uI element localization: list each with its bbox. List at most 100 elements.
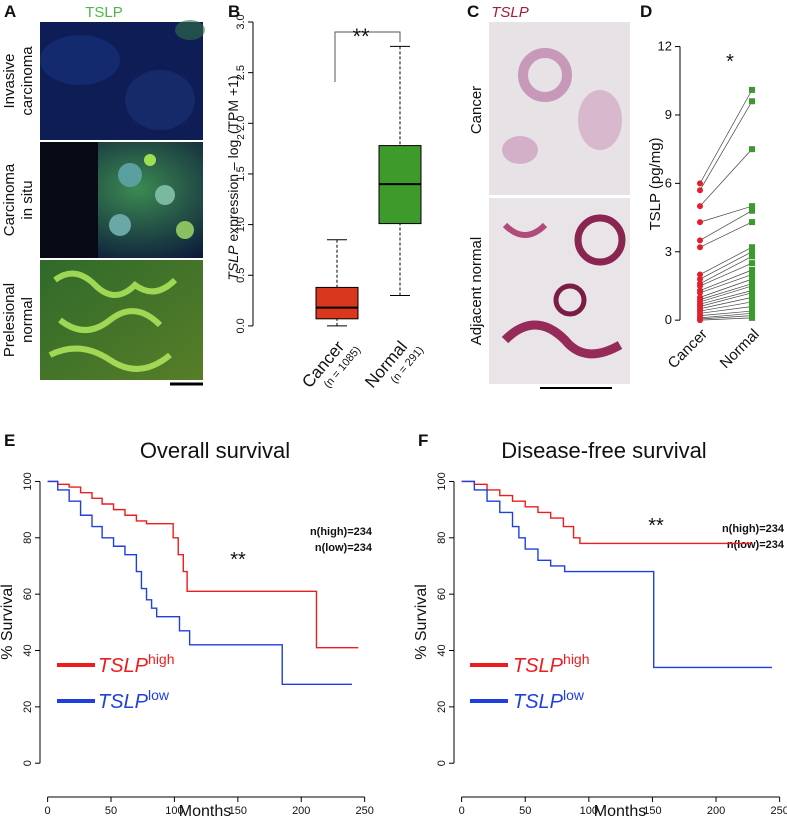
y-tick-label: 20	[436, 701, 448, 713]
annotation: *	[726, 51, 734, 73]
pair-line	[699, 89, 753, 184]
y-tick-label: 1.5	[235, 166, 247, 181]
pair-line	[699, 274, 753, 294]
pair-line	[699, 297, 753, 310]
y-axis-label: % Survival	[413, 584, 430, 660]
pair-line	[699, 306, 753, 314]
legend-label: TSLPlow	[513, 687, 585, 713]
y-axis-label: TSLP expression – log2(TPM +1)	[225, 75, 247, 280]
survival-curve	[461, 480, 752, 545]
legend-label: TSLPhigh	[98, 651, 175, 677]
point	[749, 219, 755, 226]
row-labels: Invasivecarcinoma Carcinomain situ Prele…	[1, 46, 36, 357]
point	[749, 244, 755, 251]
legend-label: TSLPhigh	[513, 651, 590, 677]
x-tick-label: Normal	[717, 326, 763, 372]
x-tick-label: 100	[165, 805, 183, 817]
x-tick-label: Cancer	[665, 326, 711, 372]
point	[749, 260, 755, 267]
pair-line	[699, 301, 753, 312]
pair-line	[699, 290, 753, 305]
pair-line	[699, 256, 753, 284]
x-tick-label: 50	[105, 805, 117, 817]
pair-line	[699, 221, 753, 248]
y-axis-label: % Survival	[0, 584, 16, 660]
y-axis-label: TSLP (pg/mg)	[647, 137, 664, 230]
point	[749, 248, 755, 255]
point	[697, 276, 703, 283]
annotation: n(high)=234	[310, 526, 373, 538]
panel-title: TSLP	[491, 4, 529, 21]
x-tick-label: 100	[580, 805, 598, 817]
micrograph	[40, 142, 203, 258]
x-tick-label: 200	[292, 805, 310, 817]
point	[697, 317, 703, 324]
y-tick-label: 0	[22, 760, 34, 766]
x-tick-label: 50	[519, 805, 531, 817]
survival-curve	[47, 480, 359, 649]
annotation: n(low)=234	[315, 542, 373, 554]
x-tick-label: 200	[707, 805, 725, 817]
micrograph	[40, 260, 203, 380]
point	[749, 271, 755, 278]
panel-letter: F	[418, 431, 428, 450]
pair-line	[699, 310, 753, 316]
point	[749, 86, 755, 93]
point	[697, 219, 703, 226]
point	[749, 207, 755, 214]
chart-title: Disease-free survival	[501, 438, 706, 463]
legend-label: TSLPlow	[98, 687, 170, 713]
point	[749, 298, 755, 305]
point	[697, 203, 703, 210]
point	[749, 303, 755, 310]
x-tick-label: 0	[45, 805, 51, 817]
annotation: **	[648, 515, 664, 537]
y-tick-label: 100	[22, 472, 34, 490]
point	[749, 203, 755, 210]
point	[749, 289, 755, 296]
pair-line	[699, 285, 753, 303]
annotation: **	[352, 24, 370, 49]
pair-line	[699, 283, 753, 300]
pair-line	[699, 210, 753, 241]
pair-line	[699, 251, 753, 280]
pair-line	[699, 278, 753, 298]
micrograph	[489, 198, 630, 384]
point	[697, 237, 703, 244]
x-tick-label: 250	[355, 805, 373, 817]
y-tick-label: 60	[22, 588, 34, 600]
panel-letter: D	[640, 2, 652, 21]
panel-letter: A	[4, 2, 16, 21]
y-tick-label: 20	[22, 701, 34, 713]
box	[315, 286, 359, 320]
point	[749, 276, 755, 283]
x-axis-label: Months	[594, 803, 646, 820]
annotation: n(high)=234	[722, 523, 785, 535]
pair-line	[699, 292, 753, 307]
x-tick-label: 150	[643, 805, 661, 817]
chart-title: Overall survival	[140, 438, 290, 463]
y-tick-label: 0.5	[235, 268, 247, 283]
point	[749, 253, 755, 260]
pair-line	[699, 315, 753, 320]
y-tick-label: 2.5	[235, 65, 247, 80]
y-tick-label: 60	[436, 588, 448, 600]
x-tick-label: 250	[770, 805, 787, 817]
y-tick-label: 6	[665, 175, 672, 190]
row-label: Cancer	[468, 86, 485, 134]
survival-curve	[47, 480, 352, 686]
micrograph	[489, 22, 630, 195]
point	[749, 282, 755, 289]
y-tick-label: 80	[22, 532, 34, 544]
x-axis-label: Months	[179, 803, 231, 820]
y-tick-label: 2.0	[235, 116, 247, 131]
row-label: Prelesionalnormal	[1, 283, 36, 357]
survival-curve	[461, 480, 773, 669]
pair-line	[699, 246, 753, 275]
annotation: n(low)=234	[727, 539, 785, 551]
point	[697, 282, 703, 289]
micrograph	[40, 20, 205, 140]
y-tick-label: 12	[658, 39, 672, 54]
y-tick-label: 40	[436, 644, 448, 656]
